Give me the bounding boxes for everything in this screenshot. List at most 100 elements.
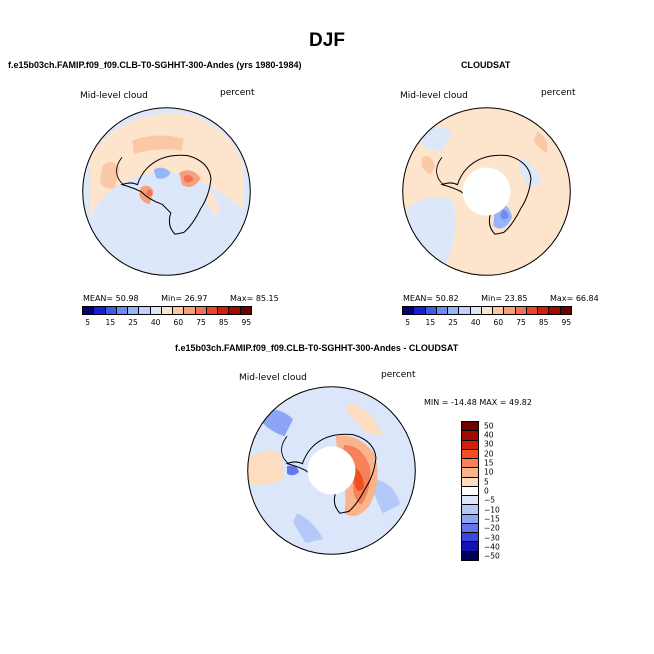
- colorbar-tick-label: 5: [484, 477, 489, 487]
- colorbar-tick-label: 10: [484, 467, 494, 477]
- colorbar-swatch: [559, 306, 572, 315]
- colorbar-swatch: [228, 306, 240, 315]
- colorbar-swatch: [480, 306, 493, 315]
- colorbar-tick-label: 40: [150, 318, 161, 327]
- colorbar-swatch: [514, 306, 526, 315]
- colorbar-tick-label: 75: [196, 318, 206, 327]
- colorbar-tick-label: 40: [470, 318, 481, 327]
- colorbar-swatch: [525, 306, 538, 315]
- map3-field-patch: [247, 450, 285, 485]
- colorbar-swatch: [160, 306, 173, 315]
- colorbar-tick-label: −20: [484, 523, 500, 533]
- map3-field-patch: [352, 466, 364, 492]
- colorbar-swatch: [461, 485, 479, 496]
- colorbar-tick-label: 15: [425, 318, 436, 327]
- colorbar-swatch: [461, 430, 479, 440]
- panel3-minmax: MIN = -14.48 MAX = 49.82: [424, 398, 532, 407]
- colorbar-swatch: [461, 541, 479, 551]
- panel3-colorbar-labels: 50 40 30 20 15 10 5 0 −5 −10 −15 −20 −30 −40 −50: [484, 421, 524, 561]
- panel1-variable-label: Mid-level cloud: [80, 91, 148, 101]
- colorbar-swatch: [104, 306, 116, 315]
- colorbar-swatch: [461, 439, 479, 449]
- colorbar-swatch: [127, 306, 139, 315]
- colorbar-tick-label: 20: [484, 449, 494, 459]
- map2-boundary: [402, 107, 571, 276]
- map1-field: [82, 107, 251, 276]
- colorbar-swatch: [239, 306, 252, 315]
- panel1-min-value: 26.97: [184, 294, 208, 303]
- map1-field-patch: [145, 189, 153, 197]
- colorbar-tick-label: 30: [484, 439, 494, 449]
- colorbar-swatch: [93, 306, 105, 315]
- map3-field-patch: [293, 513, 323, 544]
- colorbar-swatch: [461, 522, 479, 533]
- panel2-mean-label: MEAN=: [403, 294, 434, 303]
- colorbar-tick-label: −30: [484, 533, 500, 543]
- colorbar-tick-label: 60: [493, 318, 504, 327]
- colorbar-swatch: [461, 513, 479, 523]
- map2-antarctica-coastline: [440, 154, 532, 235]
- colorbar-tick-label: −5: [484, 495, 496, 505]
- panel1-colorbar-ticks: 5 15 25 40 60 75 85 95: [82, 318, 252, 328]
- colorbar-tick-label: 15: [484, 458, 494, 468]
- map1-south-america-coastline: [116, 157, 124, 186]
- panel2-variable-label: Mid-level cloud: [400, 91, 468, 101]
- colorbar-swatch: [461, 467, 479, 477]
- colorbar-tick-label: 40: [484, 430, 494, 440]
- panel2-mean-value: 50.82: [435, 294, 459, 303]
- panel2-max-value: 66.84: [575, 294, 599, 303]
- colorbar-tick-label: 0: [484, 486, 489, 496]
- colorbar-swatch: [537, 306, 549, 315]
- panel2-min-label: Min=: [481, 294, 503, 303]
- colorbar-swatch: [194, 306, 206, 315]
- colorbar-tick-label: 15: [105, 318, 116, 327]
- map-panel-1: [82, 107, 251, 276]
- panel2-max-label: Max=: [550, 294, 574, 303]
- map2-polar-gap: [462, 167, 511, 216]
- map2-field-patch: [421, 156, 436, 175]
- colorbar-swatch: [217, 306, 229, 315]
- colorbar-swatch: [205, 306, 218, 315]
- map3-polar-gap: [307, 446, 356, 495]
- panel2-title: CLOUDSAT: [461, 60, 511, 70]
- colorbar-swatch: [183, 306, 195, 315]
- colorbar-swatch: [115, 306, 128, 315]
- map2-field-patch: [533, 131, 548, 154]
- colorbar-swatch: [424, 306, 436, 315]
- colorbar-tick-label: −40: [484, 542, 500, 552]
- map3-field-patch: [287, 465, 300, 476]
- colorbar-swatch: [461, 504, 479, 514]
- colorbar-tick-label: −50: [484, 551, 500, 561]
- panel3-variable-label: Mid-level cloud: [239, 373, 307, 383]
- colorbar-tick-label: −15: [484, 514, 500, 524]
- panel2-colorbar: [402, 306, 572, 315]
- colorbar-swatch: [447, 306, 459, 315]
- panel2-min-value: 23.85: [504, 294, 528, 303]
- colorbar-tick-label: 95: [561, 318, 572, 327]
- colorbar-swatch: [461, 476, 479, 486]
- panel1-min-label: Min=: [161, 294, 183, 303]
- colorbar-swatch: [138, 306, 150, 315]
- panel1-title: f.e15b03ch.FAMIP.f09_f09.CLB-T0-SGHHT-30…: [8, 60, 302, 70]
- colorbar-swatch: [82, 306, 94, 315]
- colorbar-swatch: [461, 458, 479, 468]
- map3-south-america-coastline: [281, 436, 289, 465]
- figure-title: DJF: [309, 30, 345, 51]
- map1-boundary: [82, 107, 251, 276]
- panel1-units-label: percent: [220, 88, 255, 98]
- colorbar-swatch: [149, 306, 161, 315]
- panel1-max-value: 85.15: [255, 294, 279, 303]
- map1-field-patch: [89, 225, 244, 269]
- map1-field-patch: [89, 112, 244, 218]
- map3-field-patch: [372, 479, 400, 514]
- colorbar-tick-label: 5: [405, 318, 411, 327]
- colorbar-tick-label: 50: [484, 421, 494, 431]
- map2-field-patch: [402, 197, 456, 269]
- map3-boundary: [247, 386, 416, 555]
- map2-south-america-coastline: [436, 157, 444, 186]
- colorbar-swatch: [413, 306, 425, 315]
- panel1-stats: MEAN= 50.98 Min= 26.97 Max= 85.15: [83, 294, 279, 303]
- panel1-mean-label: MEAN=: [83, 294, 114, 303]
- panel2-stats: MEAN= 50.82 Min= 23.85 Max= 66.84: [403, 294, 599, 303]
- colorbar-tick-label: 95: [241, 318, 252, 327]
